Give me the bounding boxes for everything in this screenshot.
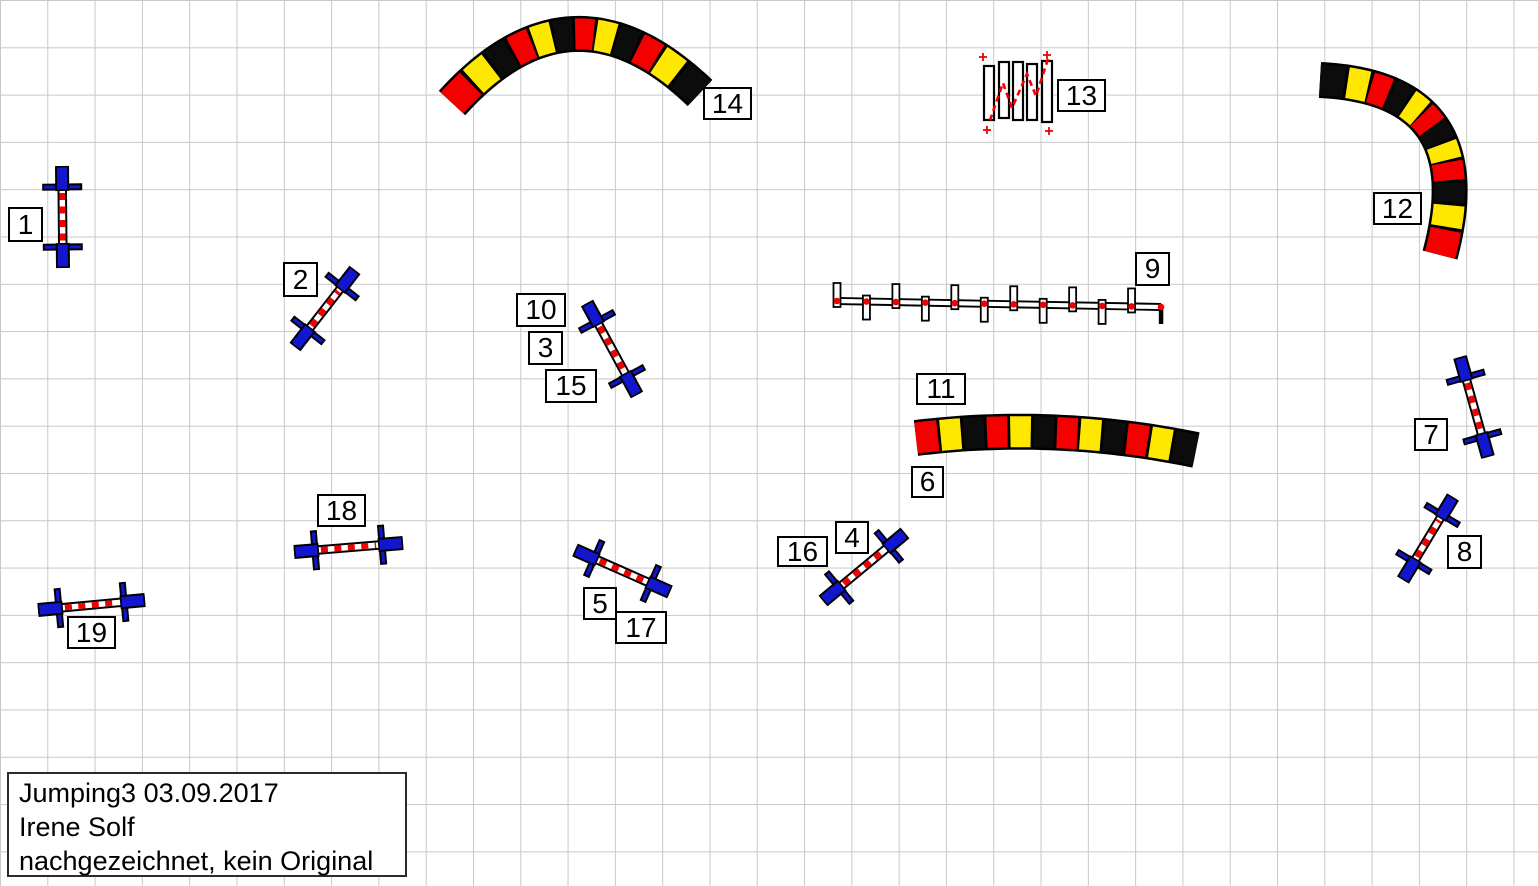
obstacle-label-4: 4 <box>835 521 869 554</box>
obstacle-label-15: 15 <box>545 369 597 403</box>
jump-19 <box>37 581 146 629</box>
obstacle-label-19: 19 <box>67 616 116 649</box>
obstacle-label-5: 5 <box>583 587 617 620</box>
jump-1 <box>42 165 83 269</box>
obstacle-label-12: 12 <box>1373 192 1422 225</box>
obstacle-label-11: 11 <box>916 373 966 405</box>
obstacle-label-7: 7 <box>1414 418 1448 451</box>
jump-3-10-15 <box>577 299 647 399</box>
jump-5-17 <box>572 538 673 604</box>
course-title: Jumping3 03.09.2017 <box>19 778 279 808</box>
weave-poles-13 <box>979 51 1054 135</box>
obstacle-label-18: 18 <box>317 494 366 527</box>
obstacle-label-1: 1 <box>8 207 43 242</box>
jump-7 <box>1445 355 1503 459</box>
jump-8 <box>1394 493 1462 584</box>
course-info-box: Jumping3 03.09.2017 Irene Solf nachgezei… <box>7 772 407 877</box>
obstacle-label-3: 3 <box>528 331 563 365</box>
course-note: nachgezeichnet, kein Original <box>19 846 374 876</box>
obstacle-label-16: 16 <box>777 536 828 567</box>
obstacle-label-9: 9 <box>1135 252 1170 286</box>
obstacle-label-8: 8 <box>1447 535 1482 569</box>
jump-18 <box>293 524 404 571</box>
jump-2 <box>289 265 361 352</box>
tunnel-12 <box>1308 62 1468 267</box>
tunnel-6-11 <box>903 413 1209 468</box>
course-author: Irene Solf <box>19 812 135 842</box>
jump-4-16 <box>818 527 910 607</box>
tunnel-14 <box>438 15 713 116</box>
obstacle-label-6: 6 <box>911 466 944 498</box>
obstacle-label-17: 17 <box>615 611 667 644</box>
obstacle-label-14: 14 <box>703 87 752 120</box>
obstacle-label-13: 13 <box>1057 79 1106 112</box>
weave-rail-9 <box>832 282 1165 325</box>
obstacle-label-2: 2 <box>283 262 318 297</box>
obstacle-label-10: 10 <box>516 293 566 327</box>
